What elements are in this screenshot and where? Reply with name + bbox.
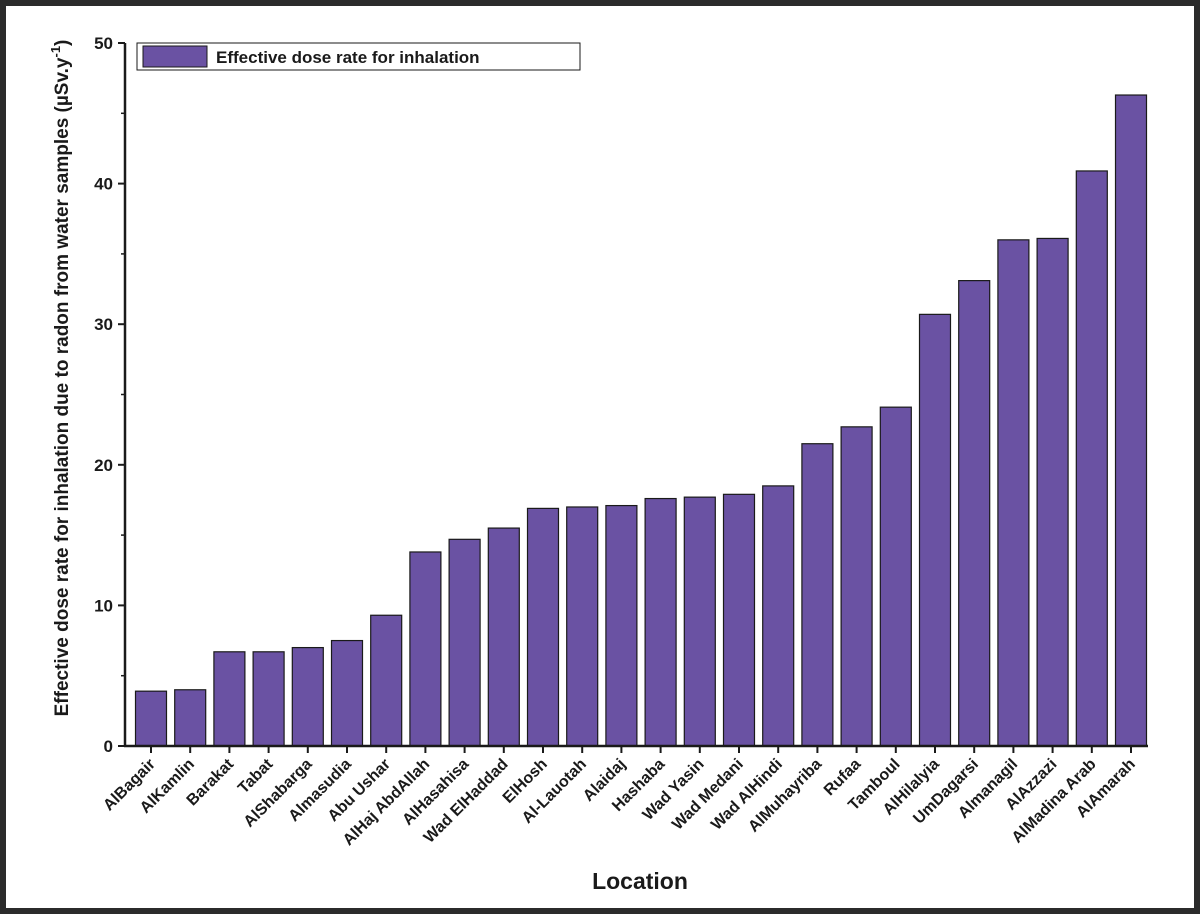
y-ticks-layer: 0 10 20 30 40 50 [94,34,125,756]
bar-elhosh [526,507,560,747]
legend-swatch [142,45,208,68]
bar-alshabarga [291,646,324,747]
y-tick-label: 40 [94,175,113,194]
y-tick-label: 20 [94,456,113,475]
bar-umdagarsi [958,280,991,747]
legend: Effective dose rate for inhalation [136,42,581,71]
bar-al-lauotah [566,506,599,747]
bar-alhilalyia [918,313,952,747]
bars-layer [134,94,1148,747]
bar-tabat [252,651,285,747]
bar-almanagil [997,239,1030,747]
bar-alhaj-abdallah [409,551,442,747]
bar-rufaa [840,426,873,747]
bar-almasudia [330,639,364,747]
bar-wad-elhaddad [487,527,520,747]
bar-hashaba [644,497,677,747]
bar-barakat [213,651,246,747]
bar-wad-alhindi [762,485,795,747]
bar-alaidaj [605,504,638,747]
x-ticks-layer: AlBagairAlKamlinBarakatTabatAlShabargaAl… [100,746,1139,849]
bar-alazzazi [1036,237,1069,747]
y-tick-label: 30 [94,315,113,334]
y-tick-label: 50 [94,34,113,53]
y-axis-title: Effective dose rate for inhalation due t… [48,40,73,717]
bar-almadina-arab [1075,170,1108,747]
bar-alhasahisa [448,538,481,747]
bar-alamarah [1114,94,1148,747]
bar-wad-medani [722,493,756,747]
y-tick-label: 10 [94,596,113,615]
x-axis-title: Location [592,868,688,894]
bar-wad-yasin [683,496,716,747]
bar-almuhayriba [801,443,834,747]
y-tick-label: 0 [104,737,113,756]
y-axis-title-close: ) [52,40,73,46]
bar-abu-ushar [370,614,403,747]
bar-alkamlin [174,689,207,747]
bar-albagair [134,690,168,747]
legend-box [136,42,581,71]
legend-label: Effective dose rate for inhalation [216,48,480,67]
y-axis-title-main: Effective dose rate for inhalation due t… [52,57,73,716]
bar-tamboul [879,406,912,747]
y-axis-title-superscript: -1 [48,46,63,58]
